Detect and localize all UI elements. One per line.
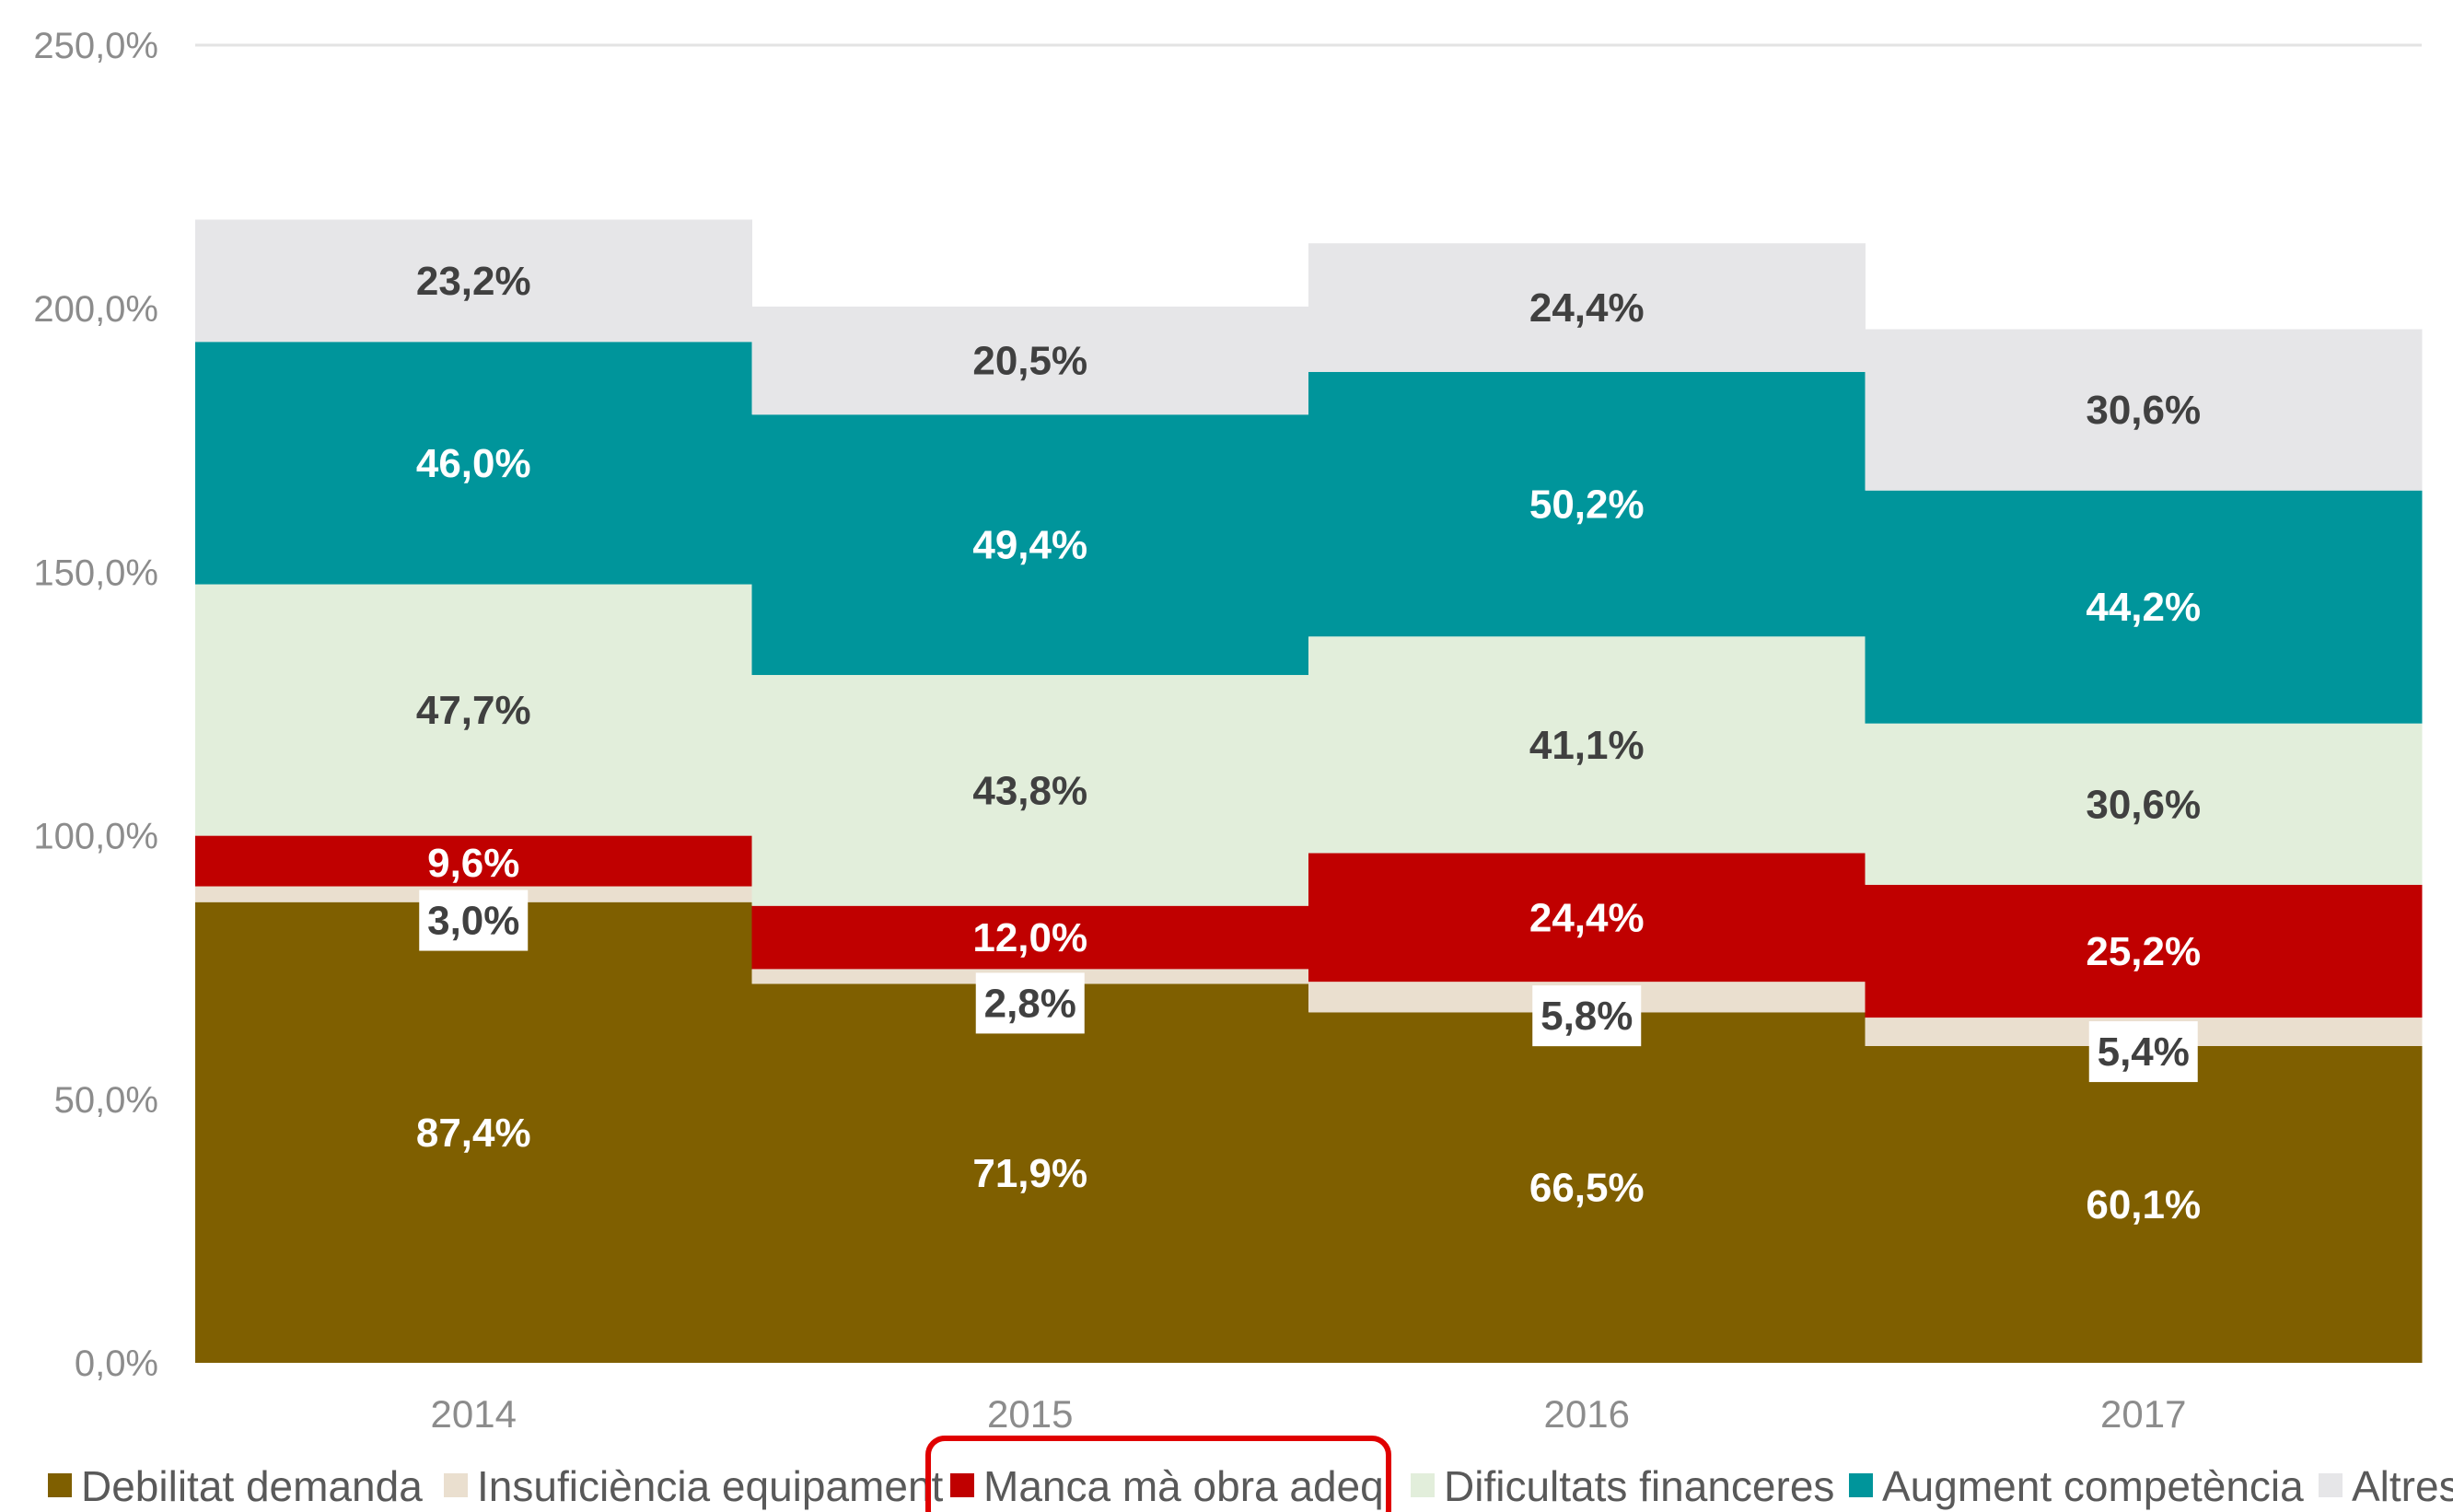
y-tick-label: 0,0% — [75, 1343, 158, 1384]
data-label: 87,4% — [416, 1111, 531, 1156]
bar-segment — [1308, 853, 1866, 983]
legend-swatch — [1849, 1473, 1873, 1497]
data-label: 71,9% — [972, 1151, 1087, 1196]
data-label: 24,4% — [1529, 895, 1645, 940]
legend-swatch — [950, 1473, 974, 1497]
y-tick-label: 50,0% — [54, 1080, 158, 1121]
legend-swatch — [2319, 1473, 2343, 1497]
data-label: 24,4% — [1529, 285, 1645, 331]
data-label: 2,8% — [984, 981, 1076, 1026]
bar-segment — [195, 901, 752, 1363]
x-tick-label: 2015 — [987, 1392, 1073, 1436]
data-label: 44,2% — [2086, 585, 2201, 630]
legend-swatch — [1411, 1473, 1435, 1497]
data-label: 43,8% — [972, 768, 1087, 813]
bar-segment — [1865, 490, 2423, 724]
bar-segment — [195, 584, 752, 836]
legend-label: Manca mà obra adeq — [983, 1462, 1384, 1510]
data-label: 5,8% — [1540, 994, 1633, 1039]
bar-segment — [751, 675, 1309, 906]
x-tick-label: 2017 — [2100, 1392, 2186, 1436]
legend: Debilitat demanda Insuficiència equipamen… — [48, 1436, 2453, 1512]
bar-segment — [751, 905, 1309, 970]
y-tick-label: 100,0% — [33, 817, 158, 857]
bar-segment — [1865, 329, 2423, 491]
data-label: 3,0% — [427, 899, 519, 944]
bar-segment — [195, 342, 752, 585]
bar-segment — [195, 219, 752, 343]
bar-segment — [751, 306, 1309, 415]
legend-label: Altres — [2352, 1462, 2453, 1510]
y-tick-label: 200,0% — [33, 289, 158, 330]
bar-segment — [1308, 243, 1866, 372]
legend-label: Debilitat demanda — [81, 1462, 423, 1510]
bar-segment — [1308, 1012, 1866, 1363]
legend-label: Insuficiència equipament — [477, 1462, 944, 1510]
legend-label: Dificultats financeres — [1444, 1462, 1834, 1510]
data-label: 9,6% — [427, 841, 519, 886]
data-label: 66,5% — [1529, 1166, 1645, 1211]
data-label: 20,5% — [972, 339, 1087, 384]
legend-highlight-box — [925, 1436, 1391, 1512]
data-label: 60,1% — [2086, 1182, 2201, 1227]
bar-segment — [751, 414, 1309, 676]
bar-segment — [1865, 884, 2423, 1018]
data-label-box — [975, 972, 1085, 1034]
y-tick-label: 250,0% — [33, 26, 158, 66]
x-tick-label: 2016 — [1544, 1392, 1630, 1436]
data-label-box — [1532, 985, 1642, 1047]
x-tick-label: 2014 — [431, 1392, 517, 1436]
data-label: 30,6% — [2086, 782, 2201, 827]
data-label: 25,2% — [2086, 929, 2201, 974]
bar-segment — [195, 835, 752, 887]
legend-label: Augment competència — [1882, 1462, 2304, 1510]
data-label: 12,0% — [972, 915, 1087, 960]
data-label-box — [2088, 1021, 2198, 1083]
legend-swatch — [444, 1473, 468, 1497]
x-axis: 2014 2015 2016 2017 — [431, 1392, 2187, 1436]
data-label: 5,4% — [2098, 1029, 2190, 1075]
data-label-box — [419, 890, 529, 951]
bar-segment — [1865, 1045, 2423, 1363]
data-label: 30,6% — [2086, 388, 2201, 433]
data-label: 50,2% — [1529, 483, 1645, 528]
data-label: 49,4% — [972, 523, 1087, 568]
data-label: 23,2% — [416, 259, 531, 304]
data-label: 46,0% — [416, 441, 531, 486]
bar-segment — [751, 983, 1309, 1363]
legend-swatch — [48, 1473, 72, 1497]
y-axis: 0,0% 50,0% 100,0% 150,0% 200,0% 250,0% — [33, 26, 158, 1384]
bar-segment — [1308, 636, 1866, 854]
y-tick-label: 150,0% — [33, 552, 158, 593]
plot-area: 87,4% 3,0% 9,6% 47,7% 46,0% 23,2% 71,9% 2,8% 12,… — [195, 219, 2423, 1363]
data-label: 47,7% — [416, 688, 531, 733]
bar-segment — [1308, 371, 1866, 637]
bar-segment — [1865, 723, 2423, 885]
data-label: 41,1% — [1529, 723, 1645, 768]
